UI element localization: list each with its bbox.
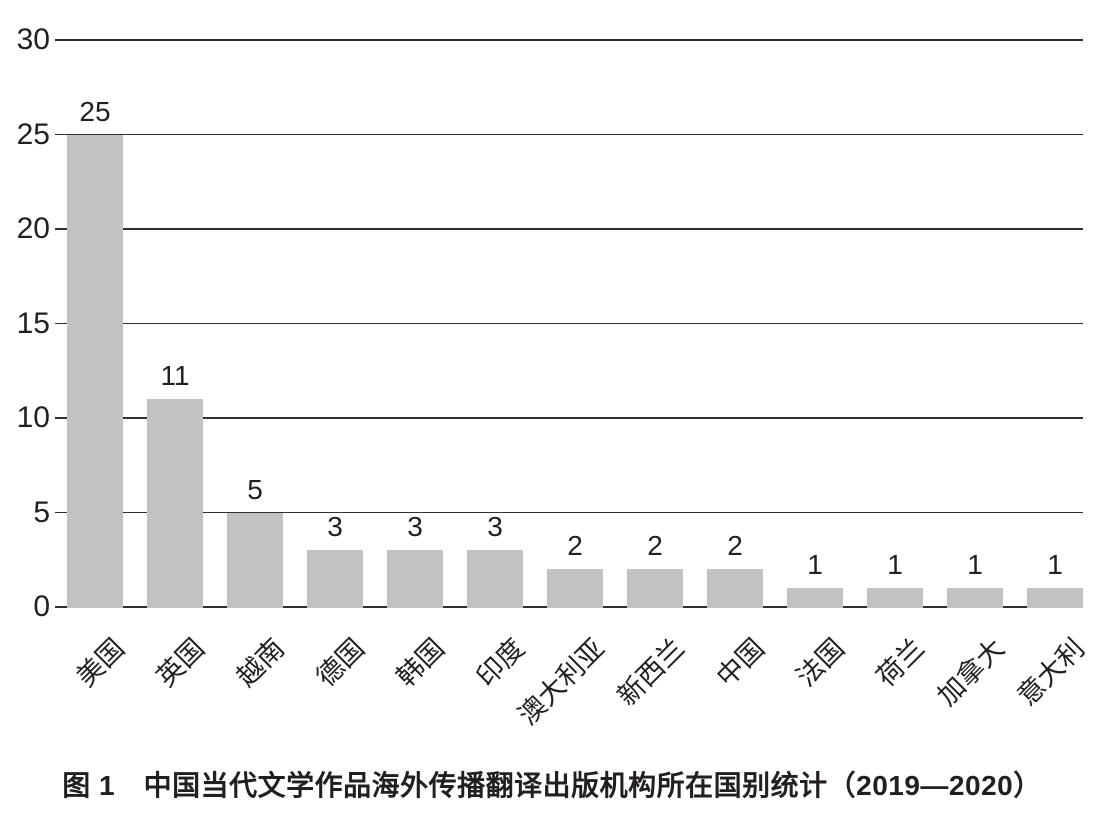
x-tick-label-美国: 美国 — [70, 633, 131, 693]
bar-value-label: 1 — [807, 549, 823, 581]
figure-caption: 图 1 中国当代文学作品海外传播翻译出版机构所在国别统计（2019—2020） — [62, 770, 1042, 801]
x-tick-label-法国: 法国 — [790, 633, 851, 693]
gridline-y-25 — [55, 133, 1083, 136]
y-tick-label: 30 — [16, 23, 50, 56]
gridline-y-30 — [55, 39, 1083, 41]
bar-韩国 — [387, 550, 443, 608]
y-tick-label: 25 — [16, 117, 50, 151]
x-tick-label-澳大利亚: 澳大利亚 — [512, 633, 611, 731]
y-tick-label: 10 — [16, 401, 50, 434]
bar-value-label: 1 — [1047, 549, 1063, 581]
bar-德国 — [307, 550, 363, 608]
x-tick-label-新西兰: 新西兰 — [611, 633, 691, 712]
y-tick-label: 20 — [16, 212, 50, 245]
y-tick-label: 15 — [16, 306, 50, 340]
bar-value-label: 2 — [727, 530, 743, 562]
gridline-y-10 — [55, 417, 1083, 419]
bar-中国 — [707, 569, 763, 608]
bar-新西兰 — [627, 569, 683, 608]
x-tick-label-德国: 德国 — [310, 633, 371, 693]
bar-value-label: 5 — [247, 473, 263, 505]
bar-value-label: 25 — [79, 95, 111, 127]
gridline-y-5 — [55, 511, 1083, 514]
gridline-y-15 — [55, 322, 1083, 325]
bar-美国 — [67, 134, 123, 608]
bar-value-label: 3 — [407, 511, 423, 543]
bar-澳大利亚 — [547, 569, 603, 608]
bar-意大利 — [1027, 588, 1083, 608]
bar-value-label: 2 — [567, 530, 583, 562]
x-tick-label-越南: 越南 — [230, 633, 291, 693]
x-tick-label-荷兰: 荷兰 — [870, 633, 931, 693]
y-tick-label: 0 — [33, 590, 50, 623]
bar-加拿大 — [947, 588, 1003, 608]
bar-印度 — [467, 550, 523, 608]
bar-value-label: 1 — [967, 549, 983, 581]
bar-英国 — [147, 399, 203, 608]
bar-value-label: 11 — [160, 360, 190, 392]
bar-value-label: 3 — [487, 511, 503, 543]
x-tick-label-印度: 印度 — [470, 633, 531, 693]
bar-value-label: 3 — [327, 511, 343, 543]
gridline-y-20 — [55, 228, 1083, 230]
x-tick-label-意大利: 意大利 — [1011, 633, 1091, 712]
x-tick-label-中国: 中国 — [710, 633, 771, 693]
x-tick-label-英国: 英国 — [150, 633, 211, 693]
bar-value-label: 1 — [887, 549, 903, 581]
x-tick-label-加拿大: 加拿大 — [931, 633, 1011, 712]
y-tick-label: 5 — [33, 495, 50, 529]
bar-value-label: 2 — [647, 530, 663, 562]
bar-荷兰 — [867, 588, 923, 608]
bar-越南 — [227, 512, 283, 608]
x-tick-label-韩国: 韩国 — [390, 633, 451, 693]
bar-法国 — [787, 588, 843, 608]
